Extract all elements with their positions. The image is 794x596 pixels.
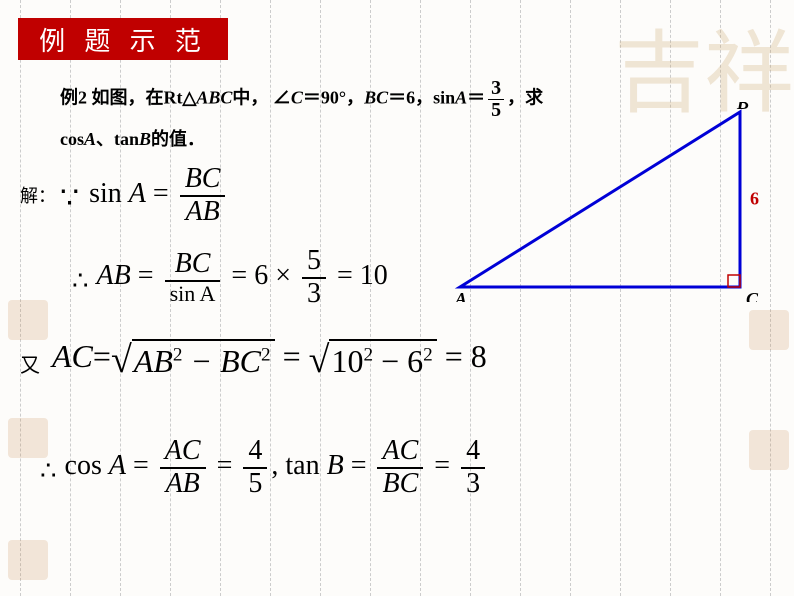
- fraction: 45: [243, 436, 267, 500]
- solution-line-1: 解： ∵ sin A = BCAB: [20, 164, 229, 228]
- txt: ＝6，sin: [388, 88, 455, 108]
- math: sin A = BCAB: [89, 178, 229, 209]
- stamp-decoration: [749, 430, 789, 470]
- title-text: 例 题 示 范: [39, 21, 207, 58]
- math: AB = BCsin A = 6 × 53 = 10: [97, 260, 388, 291]
- fraction: BCsin A: [165, 249, 221, 306]
- angle: C: [291, 88, 303, 108]
- triangle-svg: A B C 6: [450, 102, 760, 302]
- stamp-decoration: [8, 540, 48, 580]
- solution-line-3: 又 AC=√AB2 − BC2 = √102 − 62 = 8: [20, 338, 487, 380]
- fraction: ACAB: [160, 436, 206, 500]
- therefore-symbol: ∴: [40, 456, 57, 485]
- svg-text:A: A: [454, 289, 467, 302]
- jie: 解：: [20, 186, 56, 206]
- stamp-decoration: [8, 300, 48, 340]
- txt: cos: [60, 129, 84, 149]
- stamp-decoration: [749, 310, 789, 350]
- triangle-name: ABC: [196, 88, 232, 108]
- side: BC: [364, 88, 388, 108]
- title-bar: 例 题 示 范: [18, 18, 228, 60]
- math: cos A = ACAB = 45, tan B = ACBC = 43: [65, 450, 490, 481]
- txt: 中， ∠: [232, 88, 291, 108]
- svg-text:6: 6: [750, 189, 759, 209]
- svg-text:C: C: [746, 289, 759, 302]
- txt: 、tan: [96, 129, 139, 149]
- sqrt: √AB2 − BC2: [111, 339, 275, 380]
- fraction: 43: [461, 436, 485, 500]
- because-symbol: ∵: [60, 182, 79, 215]
- solution-line-2: ∴ AB = BCsin A = 6 × 53 = 10: [72, 246, 388, 310]
- svg-text:B: B: [736, 102, 749, 113]
- you: 又: [20, 355, 40, 377]
- var: A: [84, 129, 96, 149]
- sqrt: √102 − 62: [309, 339, 437, 380]
- txt: 的值．: [151, 129, 205, 149]
- var: B: [139, 129, 151, 149]
- problem-prefix: 例2 如图，在Rt△: [60, 88, 196, 108]
- math: AC=√AB2 − BC2 = √102 − 62 = 8: [44, 338, 487, 374]
- fraction: 53: [302, 246, 326, 310]
- therefore-symbol: ∴: [72, 266, 89, 295]
- solution-line-4: ∴ cos A = ACAB = 45, tan B = ACBC = 43: [40, 436, 489, 500]
- txt: ＝90°，: [303, 88, 364, 108]
- triangle-figure: A B C 6: [450, 102, 760, 302]
- fraction: BCAB: [180, 164, 226, 228]
- fraction: ACBC: [377, 436, 423, 500]
